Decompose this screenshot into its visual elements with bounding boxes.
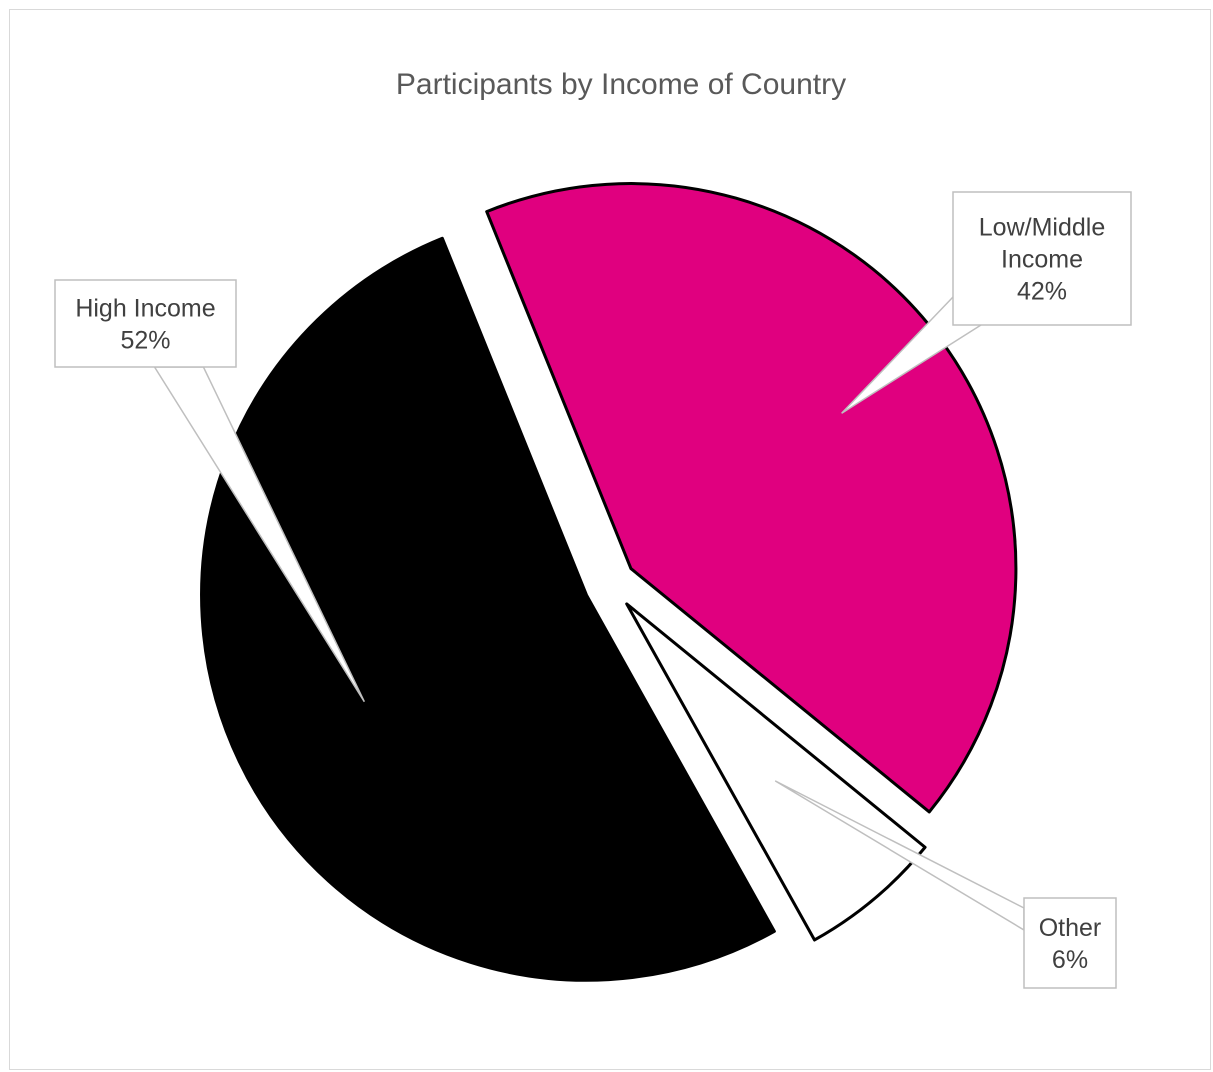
pie-slice-other bbox=[625, 602, 927, 942]
chart-title: Participants by Income of Country bbox=[396, 68, 846, 101]
data-label-value: 42% bbox=[1017, 278, 1067, 306]
data-label-value: 52% bbox=[120, 327, 170, 355]
data-label-value: 6% bbox=[1052, 946, 1088, 974]
data-label-category: Low/Middle bbox=[979, 214, 1105, 242]
data-label-callouts: Low/Middle Income 42% Other 6% High Income 52% bbox=[54, 191, 1132, 989]
data-label-category: Other bbox=[1039, 914, 1102, 942]
pie-slice-high-income bbox=[200, 236, 776, 982]
data-label-category: High Income bbox=[75, 295, 215, 323]
pie-slices bbox=[200, 182, 1018, 982]
data-label-box bbox=[1023, 897, 1117, 989]
data-label-box bbox=[952, 191, 1132, 326]
data-label-box bbox=[54, 279, 237, 368]
data-label-category: Income bbox=[1001, 246, 1083, 274]
